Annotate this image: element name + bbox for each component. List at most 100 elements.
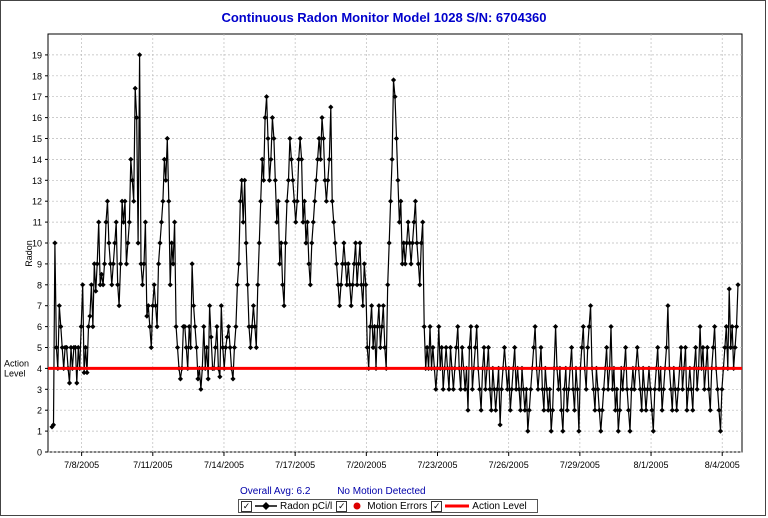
y-axis-label: Radon — [24, 240, 34, 267]
data-point — [167, 282, 173, 288]
data-point — [719, 386, 725, 392]
legend-item-motion[interactable]: ✓ Motion Errors — [336, 500, 427, 512]
data-point — [615, 428, 621, 434]
data-point — [420, 219, 426, 225]
data-point — [145, 303, 151, 309]
data-point — [501, 344, 508, 351]
data-point — [256, 240, 262, 246]
y-tick-label: 6 — [37, 322, 42, 332]
y-tick-label: 13 — [32, 176, 42, 186]
legend-item-radon[interactable]: ✓ Radon pCi/l — [241, 500, 332, 512]
data-point — [608, 324, 614, 330]
data-point — [300, 219, 306, 225]
dot-icon — [353, 502, 361, 510]
data-point — [355, 261, 362, 267]
data-point — [612, 407, 618, 413]
data-point — [217, 374, 223, 380]
data-point — [399, 261, 405, 267]
data-point — [250, 303, 257, 309]
data-point — [291, 198, 297, 204]
data-point — [129, 177, 135, 183]
data-point — [628, 386, 635, 392]
data-point — [280, 282, 286, 288]
data-point — [732, 344, 738, 351]
checkbox-motion[interactable]: ✓ — [336, 500, 348, 512]
data-point — [173, 324, 179, 330]
data-point — [312, 198, 318, 204]
data-point — [733, 324, 740, 330]
data-point — [660, 386, 667, 392]
data-point — [265, 135, 271, 142]
data-point — [174, 344, 181, 351]
data-point — [317, 156, 324, 162]
data-point — [370, 344, 376, 351]
legend-item-action[interactable]: ✓ Action Level — [431, 500, 527, 512]
y-tick-label: 16 — [32, 113, 42, 123]
data-point — [82, 344, 89, 351]
y-tick-label: 9 — [37, 259, 42, 269]
data-point — [367, 324, 373, 330]
data-point — [544, 386, 550, 392]
data-point — [192, 324, 198, 330]
data-point — [504, 386, 510, 392]
data-point — [655, 344, 661, 351]
data-point — [624, 386, 630, 392]
data-point — [142, 219, 149, 225]
data-point — [177, 376, 184, 382]
data-point — [516, 386, 522, 392]
data-point — [436, 324, 442, 330]
data-point — [315, 156, 321, 162]
data-point — [684, 407, 690, 413]
data-point — [269, 115, 275, 121]
data-point — [465, 407, 471, 413]
data-point — [278, 240, 284, 246]
data-point — [66, 380, 73, 386]
data-point — [668, 386, 674, 392]
data-point — [148, 344, 154, 351]
y-tick-label: 3 — [37, 385, 42, 395]
data-point — [118, 261, 124, 267]
data-point — [579, 344, 585, 351]
data-point — [509, 386, 515, 392]
data-point — [147, 324, 153, 330]
data-point — [722, 344, 728, 351]
data-point — [498, 386, 505, 392]
data-point — [421, 324, 427, 330]
data-point — [268, 156, 274, 162]
data-point — [609, 386, 616, 392]
data-point — [293, 219, 299, 225]
data-point — [412, 198, 419, 204]
data-point — [161, 156, 167, 162]
data-point — [193, 344, 200, 351]
data-point — [350, 282, 356, 288]
checkbox-action[interactable]: ✓ — [431, 500, 443, 512]
data-point — [587, 303, 594, 309]
data-point — [555, 386, 562, 392]
data-point — [539, 386, 546, 392]
data-point — [244, 282, 251, 288]
data-point — [144, 313, 150, 319]
data-point — [85, 324, 92, 330]
data-point — [227, 344, 233, 351]
data-point — [396, 219, 402, 225]
data-point — [649, 407, 655, 413]
data-point — [592, 407, 598, 413]
data-point — [249, 324, 255, 330]
data-point — [150, 303, 156, 309]
data-point — [707, 407, 713, 413]
data-point — [561, 386, 567, 392]
checkbox-radon[interactable]: ✓ — [241, 500, 252, 512]
data-point — [395, 177, 401, 183]
data-point — [328, 104, 334, 110]
data-point — [231, 344, 238, 351]
data-point — [59, 344, 65, 351]
data-point — [405, 219, 411, 225]
data-point — [160, 198, 166, 204]
data-point — [68, 344, 74, 351]
data-point — [72, 344, 78, 351]
data-point — [547, 386, 553, 392]
data-point — [290, 177, 296, 183]
data-point — [525, 428, 531, 434]
data-point — [596, 407, 602, 413]
